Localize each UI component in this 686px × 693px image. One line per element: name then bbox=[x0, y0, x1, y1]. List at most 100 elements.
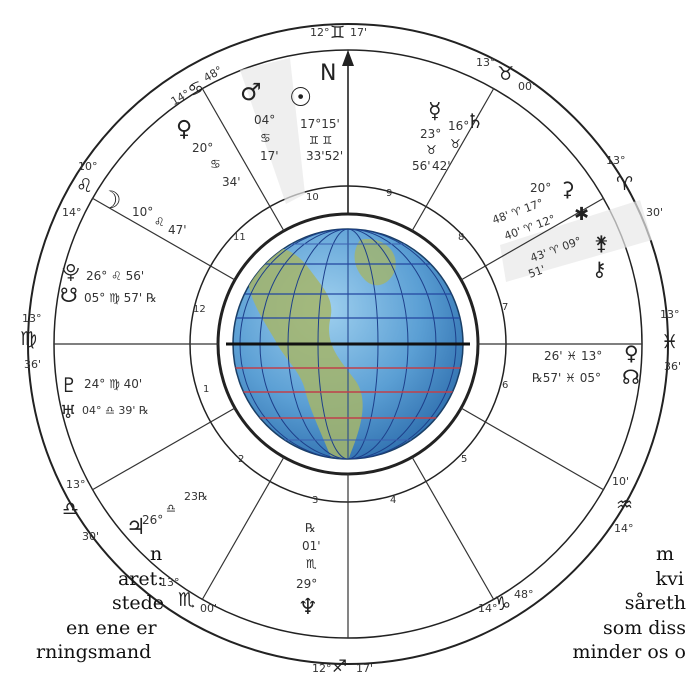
text-line: som diss bbox=[603, 616, 686, 639]
neptune-icon: ♆ bbox=[298, 595, 318, 620]
svg-text:♑: ♑ bbox=[494, 593, 511, 615]
svg-text:33'52': 33'52' bbox=[306, 149, 343, 163]
svg-text:℞57' ♓ 05°: ℞57' ♓ 05° bbox=[532, 371, 601, 385]
sign-virgo: 13° ♍ 36' bbox=[20, 312, 42, 371]
svg-text:26' ♓ 13°: 26' ♓ 13° bbox=[544, 349, 602, 363]
svg-text:23℞: 23℞ bbox=[184, 490, 208, 503]
svg-text:12°: 12° bbox=[312, 662, 332, 675]
planet-jupiter: ♃ 26° ♎ 23℞ bbox=[126, 490, 208, 540]
svg-text:♊ ♊: ♊ ♊ bbox=[309, 134, 332, 147]
earth-globe bbox=[226, 228, 470, 460]
svg-text:13°: 13° bbox=[606, 154, 626, 167]
svg-text:♌: ♌ bbox=[76, 175, 93, 197]
svg-text:17': 17' bbox=[260, 149, 279, 163]
text-line: såreth bbox=[624, 592, 686, 614]
venus-icon: ♀ bbox=[176, 117, 192, 142]
house-10: 10 bbox=[306, 192, 319, 203]
svg-text:♒: ♒ bbox=[616, 494, 633, 516]
svg-text:20°: 20° bbox=[192, 141, 213, 155]
svg-text:17': 17' bbox=[356, 662, 373, 675]
svg-text:00': 00' bbox=[518, 80, 535, 93]
svg-text:♈: ♈ bbox=[616, 173, 633, 195]
text-line: stede bbox=[112, 592, 165, 614]
svg-text:17°15': 17°15' bbox=[300, 117, 340, 131]
svg-text:13°: 13° bbox=[22, 312, 42, 325]
svg-text:♌: ♌ bbox=[154, 215, 165, 229]
house-9: 9 bbox=[386, 188, 392, 199]
svg-text:05° ♍ 57' ℞: 05° ♍ 57' ℞ bbox=[84, 291, 157, 305]
saturn-icon: ♄ bbox=[466, 109, 484, 133]
shaded-sector-mars bbox=[240, 58, 305, 204]
house-numbers: 1 2 3 4 5 6 7 8 9 10 11 12 bbox=[193, 188, 508, 506]
svg-text:♐: ♐ bbox=[332, 657, 347, 677]
svg-text:10°: 10° bbox=[132, 205, 153, 219]
text-line: aret: bbox=[118, 567, 164, 590]
svg-text:♉: ♉ bbox=[450, 137, 461, 151]
svg-text:10': 10' bbox=[612, 475, 629, 488]
vesta-icon: ✱ bbox=[574, 204, 589, 225]
house-11: 11 bbox=[233, 232, 246, 243]
planet-south-node: ☋ 05° ♍ 57' ℞ bbox=[60, 283, 157, 307]
jupiter-icon: ♃ bbox=[126, 515, 146, 540]
svg-text:04° ♎ 39' ℞: 04° ♎ 39' ℞ bbox=[82, 404, 149, 417]
planet-moon: ☽ 10° ♌ 47' bbox=[100, 186, 187, 237]
juno-icon: ⚵ bbox=[594, 231, 609, 255]
svg-text:♊: ♊ bbox=[330, 23, 345, 43]
svg-text:26°: 26° bbox=[142, 513, 163, 527]
house-4: 4 bbox=[390, 495, 396, 506]
svg-text:13°: 13° bbox=[66, 478, 86, 491]
house-1: 1 bbox=[203, 384, 209, 395]
svg-text:♏: ♏ bbox=[306, 557, 317, 571]
house-8: 8 bbox=[458, 232, 464, 243]
svg-text:13°: 13° bbox=[160, 576, 180, 589]
svg-text:17': 17' bbox=[350, 26, 367, 39]
planet-venus: ♀ 20° ♋ 34' bbox=[176, 117, 241, 189]
svg-text:♏: ♏ bbox=[178, 589, 195, 611]
svg-text:♎: ♎ bbox=[62, 498, 79, 520]
mercury-icon: ☿ bbox=[428, 99, 442, 124]
planet-sun: ☉ N 17°15' ♊ ♊ 33'52' bbox=[289, 61, 343, 163]
svg-text:36': 36' bbox=[24, 358, 41, 371]
svg-text:14°: 14° bbox=[614, 522, 634, 535]
svg-text:29°: 29° bbox=[296, 577, 317, 591]
sign-libra: 13° ♎ 30' bbox=[62, 478, 99, 543]
svg-text:20°: 20° bbox=[530, 181, 551, 195]
svg-text:℞: ℞ bbox=[305, 521, 316, 535]
planet-mercury: ☿ 23° ♉ 56' bbox=[412, 99, 442, 173]
sign-cancer: 14° ♋ 48° bbox=[169, 64, 225, 108]
svg-text:26° ♌ 56': 26° ♌ 56' bbox=[86, 269, 144, 283]
svg-text:♋: ♋ bbox=[210, 157, 221, 171]
svg-text:30': 30' bbox=[646, 206, 663, 219]
north-node-pisces-icon: ☊ bbox=[622, 365, 640, 389]
body-text-left: n aret: stede en ene er rningsmand bbox=[0, 542, 164, 665]
svg-text:14°: 14° bbox=[62, 206, 82, 219]
sign-capricorn: 14° ♑ 48° bbox=[478, 588, 534, 615]
text-line: en ene er bbox=[66, 616, 157, 639]
midheaven-arrow bbox=[342, 50, 354, 66]
house-cusps bbox=[54, 50, 642, 638]
shaded-sector-chiron bbox=[500, 200, 652, 282]
planet-uranus: ♅ 04° ♎ 39' ℞ bbox=[60, 402, 149, 423]
svg-text:13°: 13° bbox=[476, 56, 496, 69]
svg-text:♎: ♎ bbox=[166, 502, 176, 515]
svg-text:51': 51' bbox=[527, 263, 547, 281]
svg-text:♉: ♉ bbox=[426, 143, 437, 157]
svg-text:48°: 48° bbox=[514, 588, 534, 601]
svg-text:48°: 48° bbox=[201, 64, 224, 85]
sign-taurus: 13° ♉ 00' bbox=[476, 56, 535, 93]
text-line: n bbox=[150, 543, 163, 565]
svg-text:04°: 04° bbox=[254, 113, 275, 127]
svg-text:♓: ♓ bbox=[661, 331, 678, 353]
planet-pluto-small: ⯓ 26° ♌ 56' bbox=[62, 262, 144, 283]
mars-icon: ♂ bbox=[240, 78, 262, 106]
house-6: 6 bbox=[502, 380, 508, 391]
house-7: 7 bbox=[502, 302, 508, 313]
planet-pisces-cluster: ♀ ☊ 26' ♓ 13° ℞57' ♓ 05° bbox=[532, 341, 640, 389]
svg-text:16°: 16° bbox=[448, 119, 469, 133]
svg-text:♋: ♋ bbox=[260, 131, 271, 145]
venus-pisces-icon: ♀ bbox=[624, 341, 639, 365]
svg-text:♍: ♍ bbox=[20, 328, 37, 350]
north-node-icon: N bbox=[320, 61, 336, 86]
svg-text:13°: 13° bbox=[660, 308, 680, 321]
